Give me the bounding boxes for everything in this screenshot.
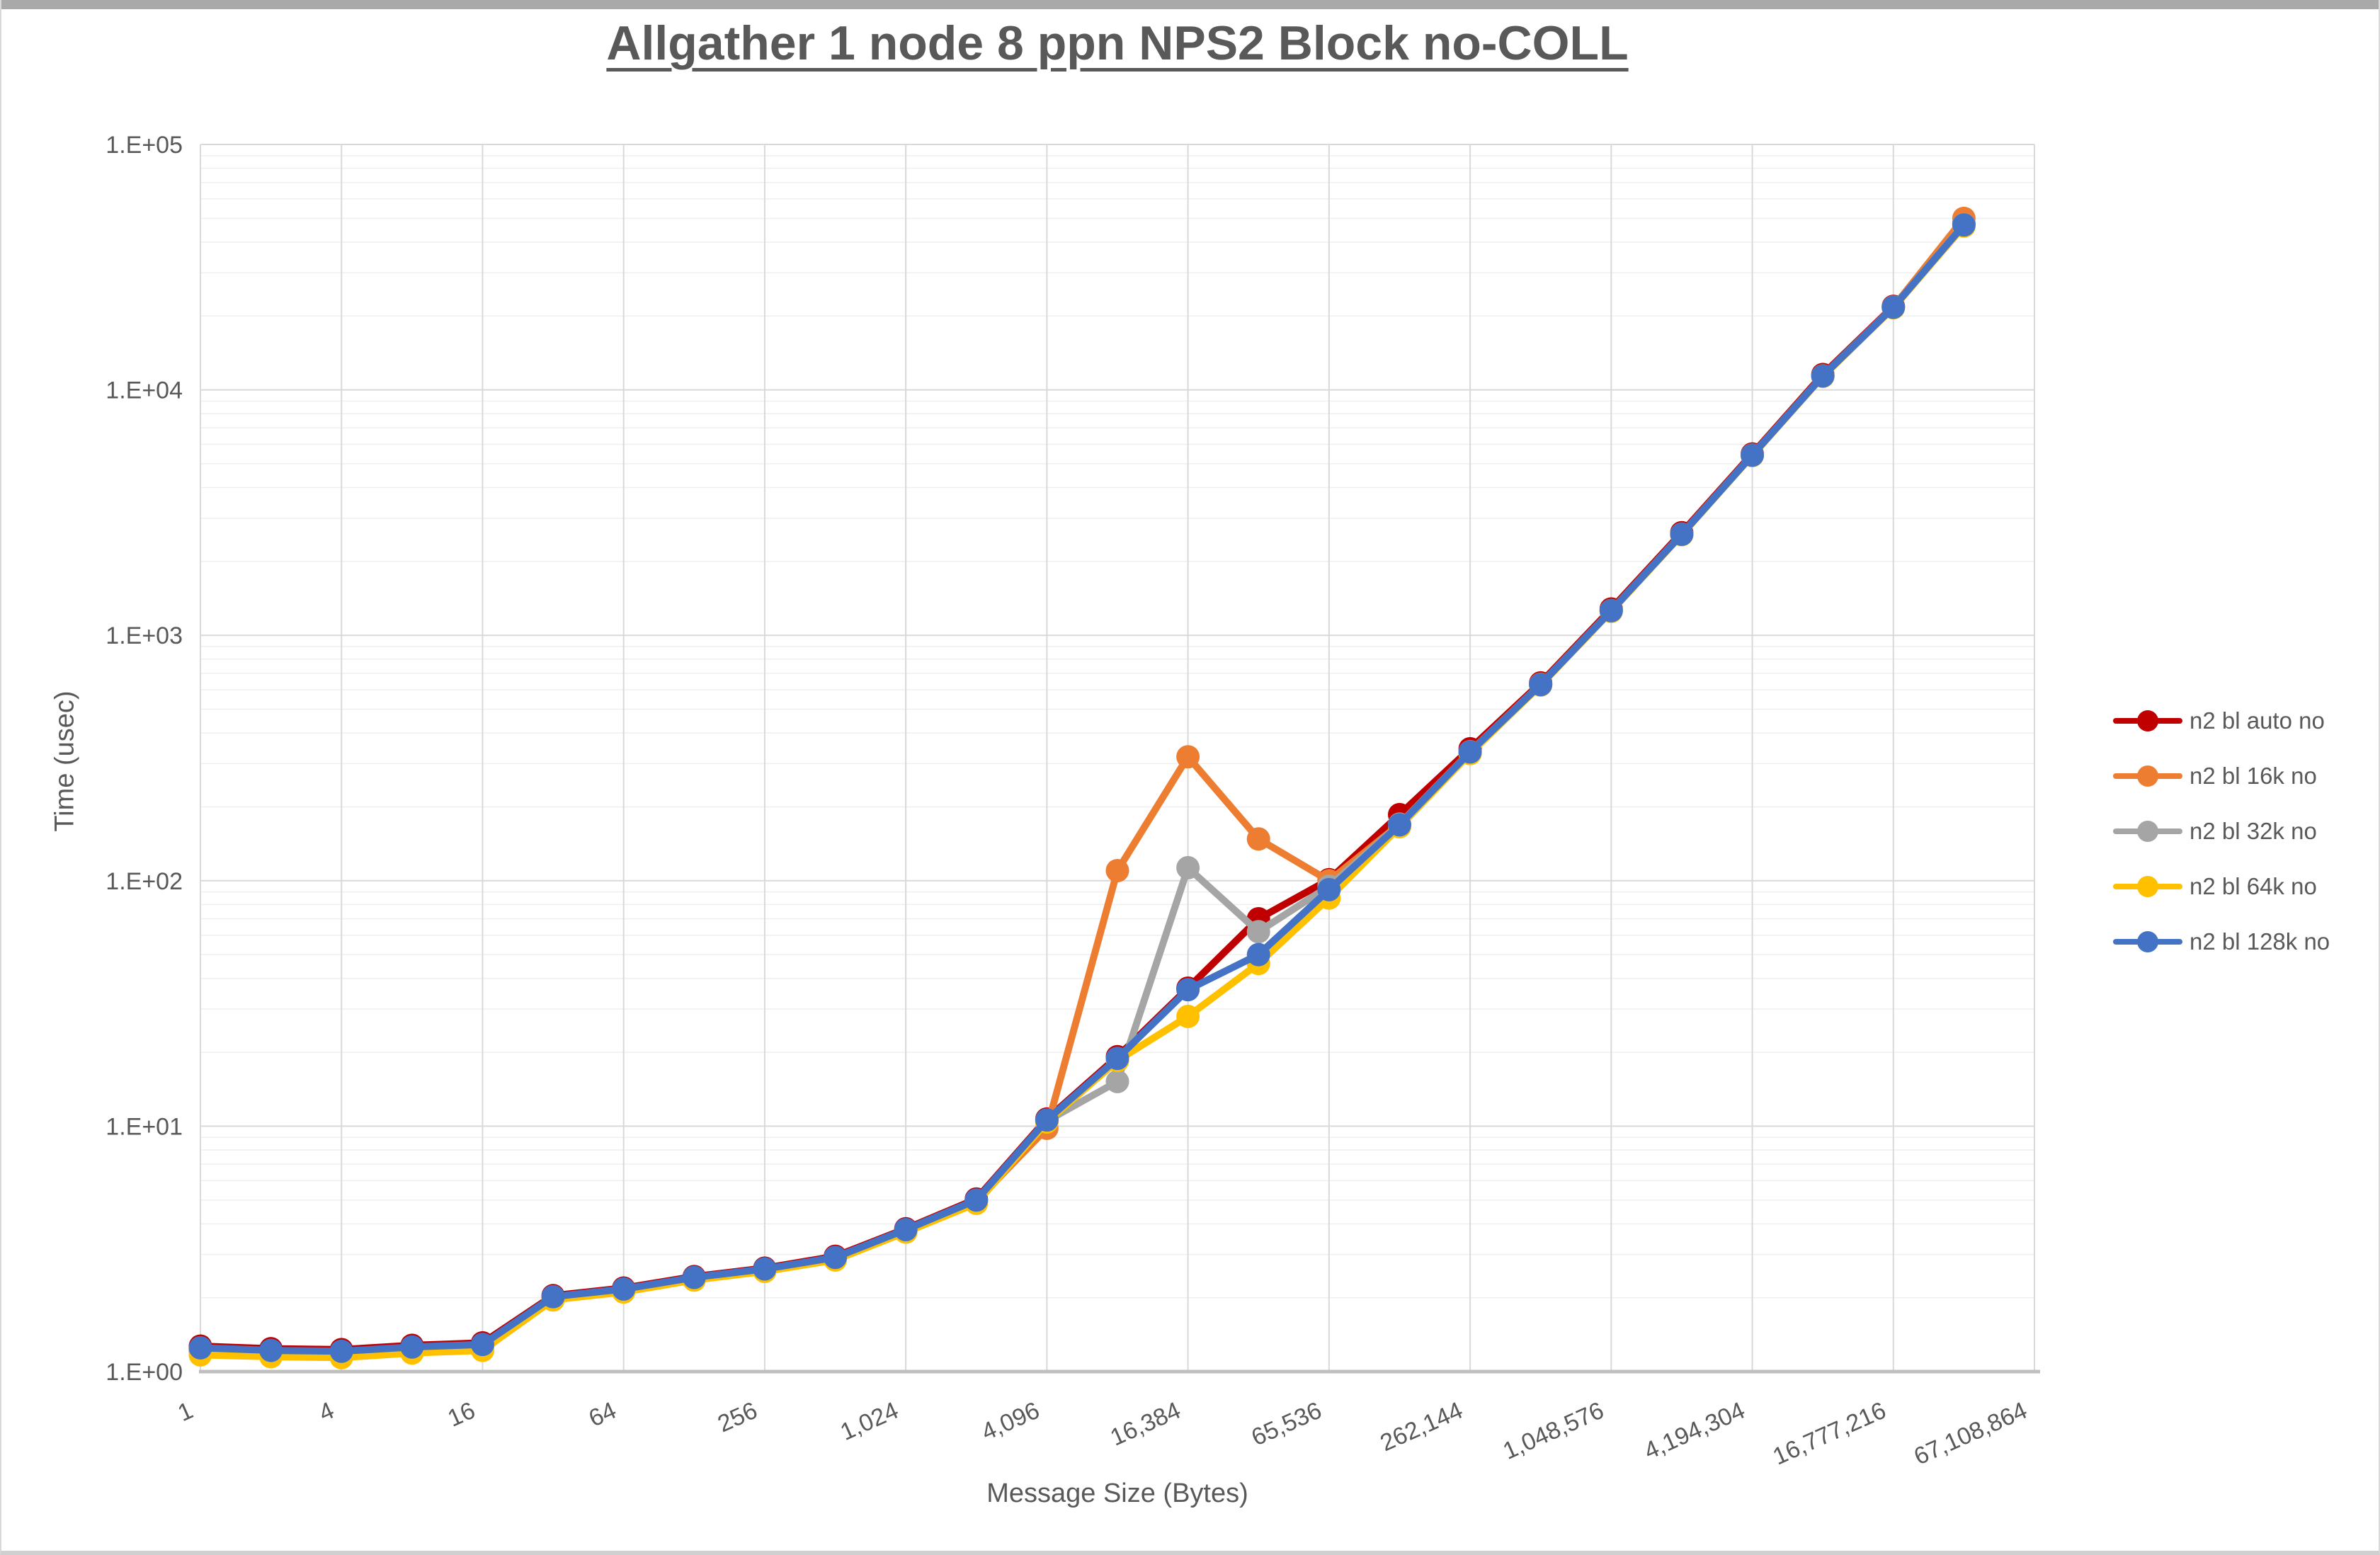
x-tick-label: 67,108,864	[1910, 1397, 2031, 1471]
series-marker-n2-bl-128k-no	[400, 1335, 424, 1359]
series-marker-n2-bl-128k-no	[1317, 877, 1341, 901]
series-n2-bl-128k-no	[188, 213, 1976, 1363]
series-n2-bl-auto-no	[188, 212, 1976, 1362]
series-line-n2-bl-16k-no	[197, 215, 1968, 1358]
legend-marker-128k	[2113, 931, 2182, 952]
series-marker-n2-bl-64k-no	[1176, 1004, 1200, 1028]
x-tick-label: 256	[714, 1397, 761, 1438]
series-marker-n2-bl-128k-no	[824, 1246, 848, 1270]
series-marker-n2-bl-128k-no	[612, 1277, 636, 1301]
legend-label: n2 bl 64k no	[2190, 873, 2317, 899]
legend-label: n2 bl 16k no	[2190, 763, 2317, 789]
series-marker-n2-bl-16k-no	[1105, 858, 1129, 882]
x-tick-label: 16,777,216	[1769, 1397, 1890, 1471]
series-marker-n2-bl-128k-no	[1035, 1108, 1059, 1132]
legend-item: n2 bl 32k no	[2113, 804, 2375, 859]
legend-item: n2 bl 128k no	[2113, 914, 2375, 969]
legend-item: n2 bl auto no	[2113, 693, 2375, 748]
y-axis-title: Time (usec)	[50, 690, 80, 832]
series-n2-bl-64k-no	[188, 214, 1976, 1369]
chart-title-text: Allgather 1 node 8 ppn NPS2 Block no-COL…	[606, 16, 1629, 70]
series-line-n2-bl-64k-no	[197, 222, 1968, 1362]
x-tick-label: 4,194,304	[1640, 1397, 1749, 1465]
series-marker-n2-bl-32k-no	[1105, 1069, 1129, 1093]
chart-title: Allgather 1 node 8 ppn NPS2 Block no-COL…	[200, 16, 2034, 71]
legend-marker-16k	[2113, 765, 2182, 787]
series-marker-n2-bl-128k-no	[964, 1188, 989, 1212]
x-tick-label: 1	[174, 1397, 198, 1427]
major-gridlines	[200, 144, 2034, 1372]
series-marker-n2-bl-128k-no	[894, 1217, 918, 1241]
series-marker-n2-bl-128k-no	[1529, 673, 1553, 697]
series-marker-n2-bl-128k-no	[1176, 978, 1200, 1002]
legend-marker-auto	[2113, 710, 2182, 731]
legend-label: n2 bl auto no	[2190, 707, 2325, 734]
series-marker-n2-bl-128k-no	[259, 1338, 283, 1362]
x-axis-title: Message Size (Bytes)	[986, 1479, 1248, 1508]
series-marker-n2-bl-128k-no	[1246, 942, 1270, 967]
x-tick-labels: 1 4 16 64 256 1,024 4,096 16,384 65,536 262,144 1,…	[174, 1397, 2032, 1471]
x-tick-label: 16,384	[1106, 1397, 1184, 1452]
y-tick-label: 1.E+00	[106, 1359, 183, 1386]
series-marker-n2-bl-128k-no	[541, 1285, 565, 1309]
series-marker-n2-bl-128k-no	[1599, 598, 1623, 622]
series-marker-n2-bl-128k-no	[1881, 295, 1906, 319]
y-tick-labels: 1.E+00 1.E+01 1.E+02 1.E+03 1.E+04 1.E+05	[106, 132, 183, 1386]
legend-item: n2 bl 16k no	[2113, 748, 2375, 804]
legend-label: n2 bl 32k no	[2190, 818, 2317, 844]
legend: n2 bl auto no n2 bl 16k no n2 bl 32k no …	[2113, 693, 2375, 969]
series-marker-n2-bl-128k-no	[1105, 1047, 1129, 1071]
series-marker-n2-bl-128k-no	[1458, 740, 1482, 764]
series-marker-n2-bl-16k-no	[1246, 827, 1270, 851]
series-line-n2-bl-32k-no	[197, 221, 1968, 1359]
series-n2-bl-32k-no	[188, 212, 1976, 1367]
series-marker-n2-bl-128k-no	[1952, 213, 1976, 237]
legend-marker-64k	[2113, 876, 2182, 897]
y-tick-label: 1.E+01	[106, 1113, 183, 1140]
series-marker-n2-bl-128k-no	[188, 1335, 212, 1360]
series-marker-n2-bl-32k-no	[1246, 920, 1270, 944]
series-marker-n2-bl-128k-no	[1387, 813, 1411, 837]
series-line-n2-bl-128k-no	[197, 221, 1968, 1355]
y-tick-label: 1.E+03	[106, 622, 183, 649]
x-tick-label: 1,024	[836, 1397, 902, 1446]
series-marker-n2-bl-128k-no	[1670, 523, 1694, 547]
x-tick-label: 16	[444, 1397, 479, 1432]
series-marker-n2-bl-128k-no	[1811, 364, 1835, 388]
x-tick-label: 65,536	[1248, 1397, 1326, 1452]
x-tick-label: 4,096	[977, 1397, 1043, 1446]
window-edge-strip	[1, 0, 2379, 9]
series-marker-n2-bl-32k-no	[1176, 855, 1200, 879]
vertical-gridlines	[200, 144, 2035, 1372]
legend-marker-32k	[2113, 821, 2182, 842]
series-marker-n2-bl-128k-no	[682, 1265, 706, 1289]
series-marker-n2-bl-16k-no	[1176, 745, 1200, 769]
series-marker-n2-bl-128k-no	[1741, 443, 1765, 467]
y-tick-label: 1.E+04	[106, 377, 183, 404]
series-marker-n2-bl-128k-no	[470, 1333, 494, 1357]
x-tick-label: 1,048,576	[1499, 1397, 1608, 1465]
y-tick-label: 1.E+02	[106, 868, 183, 895]
series-marker-n2-bl-128k-no	[329, 1339, 353, 1363]
series-marker-n2-bl-128k-no	[753, 1257, 777, 1281]
x-tick-label: 262,144	[1377, 1397, 1467, 1457]
legend-label: n2 bl 128k no	[2190, 928, 2330, 955]
y-tick-label: 1.E+05	[106, 132, 183, 159]
legend-item: n2 bl 64k no	[2113, 859, 2375, 914]
series-n2-bl-16k-no	[188, 206, 1976, 1366]
x-tick-label: 64	[585, 1397, 620, 1432]
x-tick-label: 4	[315, 1397, 338, 1427]
minor-gridlines	[200, 155, 2034, 1299]
